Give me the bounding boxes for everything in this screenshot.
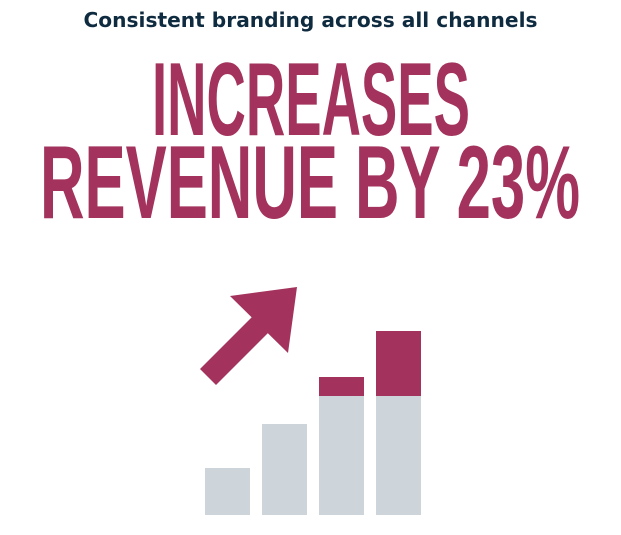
icon-bar-top [319,377,364,396]
icon-bar [319,396,364,515]
icon-bar [205,468,250,515]
icon-bar [262,424,307,515]
headline-line: REVENUE BY 23% [40,125,580,241]
arrow-shaft [200,317,268,385]
icon-bar [376,396,421,515]
arrow-head [230,287,297,353]
growth-icon [200,287,421,515]
subtitle: Consistent branding across all channels [84,8,538,32]
icon-bar-top [376,331,421,396]
headline-line: INCREASES [152,42,470,158]
